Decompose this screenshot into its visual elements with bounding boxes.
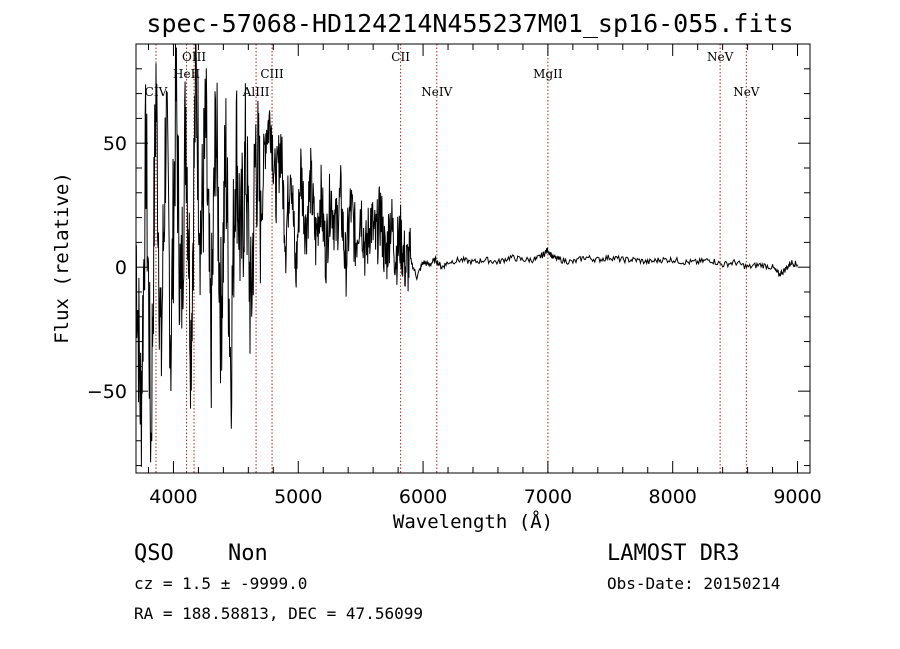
y-tick-label: 50 [103, 133, 127, 155]
y-tick-label: 0 [115, 257, 127, 279]
emission-line-label: CIII [260, 67, 284, 81]
y-tick-label: −50 [87, 381, 127, 403]
emission-line-label: MgII [533, 67, 563, 81]
emission-line-label: NeV [733, 85, 760, 99]
axis-tick-labels: 4000 5000 6000 7000 8000 9000 −50 0 50 [87, 133, 822, 508]
coordinates-text: RA = 188.58813, DEC = 47.56099 [134, 604, 423, 623]
x-tick-label: 9000 [773, 486, 821, 508]
object-subclass: Non [228, 541, 268, 566]
x-tick-label: 5000 [274, 486, 322, 508]
emission-line-label: NeV [707, 50, 734, 64]
emission-line-label: HeII [173, 67, 200, 81]
spectrum-line [135, 43, 798, 467]
emission-line-label: NeIV [421, 85, 452, 99]
survey-label: LAMOST DR3 [607, 541, 739, 566]
object-class: QSO [134, 541, 174, 566]
x-axis-label: Wavelength (Å) [393, 510, 553, 533]
emission-line-label: AlIII [242, 85, 270, 99]
spectrum-series [135, 43, 798, 467]
chart-title: spec-57068-HD124214N455237M01_sp16-055.f… [146, 9, 793, 38]
x-tick-label: 7000 [524, 486, 572, 508]
axis-ticks [136, 44, 810, 473]
emission-line-label: CII [391, 50, 410, 64]
emission-line-label: OIII [182, 50, 206, 64]
x-tick-label: 6000 [399, 486, 447, 508]
redshift-text: cz = 1.5 ± -9999.0 [134, 574, 307, 593]
x-tick-label: 4000 [149, 486, 197, 508]
y-axis-label: Flux (relative) [51, 172, 73, 344]
obs-date: Obs-Date: 20150214 [607, 574, 780, 593]
x-tick-label: 8000 [649, 486, 697, 508]
